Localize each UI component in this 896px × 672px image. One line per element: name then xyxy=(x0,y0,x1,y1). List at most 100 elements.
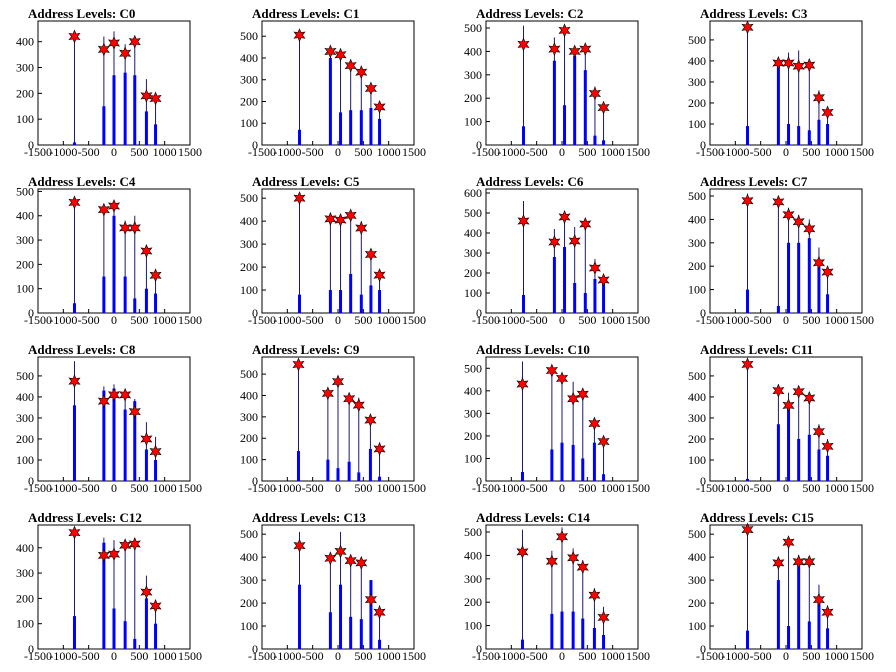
star-marker xyxy=(821,105,834,120)
x-tick-label: -1000 xyxy=(273,649,301,663)
x-tick-label: -1000 xyxy=(497,481,525,495)
y-tick-label: 300 xyxy=(464,68,482,82)
star-marker xyxy=(588,416,601,431)
star-marker xyxy=(803,554,816,569)
star-marker xyxy=(516,544,529,559)
panel-title: Address Levels: C13 xyxy=(252,510,366,525)
y-tick-label: 200 xyxy=(688,96,706,110)
histogram-bar xyxy=(797,126,801,145)
histogram-bar xyxy=(123,409,127,481)
star-marker xyxy=(821,265,834,280)
star-marker xyxy=(373,268,386,283)
x-tick-label: -500 xyxy=(526,145,548,159)
star-marker xyxy=(355,221,368,236)
plot-area: 0 100 200 300 400 500 -1500-1000 -500 0 500 1000 15… xyxy=(240,524,426,663)
x-tick-label: -500 xyxy=(526,481,548,495)
star-marker xyxy=(545,363,558,378)
histogram-bar xyxy=(349,616,353,649)
star-marker xyxy=(344,553,357,568)
x-tick-label: 500 xyxy=(130,481,148,495)
star-marker xyxy=(558,210,571,224)
x-tick-label: -1500 xyxy=(472,649,500,663)
x-tick-label: -1500 xyxy=(248,313,276,327)
histogram-bar xyxy=(339,290,343,313)
star-marker xyxy=(588,588,601,603)
x-tick-label: 1000 xyxy=(153,649,177,663)
y-tick-label: 100 xyxy=(16,453,34,467)
histogram-bar xyxy=(102,276,106,313)
y-tick-label: 0 xyxy=(700,642,706,656)
y-tick-label: 400 xyxy=(464,44,482,58)
x-tick-label: 1500 xyxy=(850,145,874,159)
histogram-bar xyxy=(72,142,76,145)
x-tick-label: 1500 xyxy=(178,145,202,159)
histogram-bar xyxy=(817,261,821,313)
x-tick-label: 500 xyxy=(578,649,596,663)
y-tick-label: 400 xyxy=(16,390,34,404)
star-marker xyxy=(812,255,825,270)
star-marker xyxy=(803,58,816,73)
x-tick-label: 0 xyxy=(783,481,789,495)
y-tick-label: 0 xyxy=(476,138,482,152)
histogram-bar xyxy=(297,584,301,649)
y-tick-label: 500 xyxy=(688,189,706,203)
histogram-bar xyxy=(102,106,106,145)
x-tick-label: -1500 xyxy=(248,649,276,663)
y-tick-label: 500 xyxy=(240,367,258,381)
histogram-bar xyxy=(593,279,597,313)
panel-title: Address Levels: C1 xyxy=(252,6,360,21)
star-marker xyxy=(812,90,825,105)
plot-frame xyxy=(709,20,863,146)
star-marker xyxy=(782,207,795,222)
x-tick-label: 500 xyxy=(802,145,820,159)
histogram-bar xyxy=(368,448,372,481)
star-marker xyxy=(364,592,377,607)
x-tick-label: -1000 xyxy=(273,145,301,159)
x-tick-label: 0 xyxy=(783,649,789,663)
star-marker xyxy=(324,44,337,59)
y-tick-label: 300 xyxy=(464,246,482,260)
y-tick-label: 200 xyxy=(688,259,706,273)
x-tick-label: 500 xyxy=(578,313,596,327)
x-tick-label: 1500 xyxy=(626,145,650,159)
histogram-bar xyxy=(349,273,353,313)
y-tick-label: 0 xyxy=(252,474,258,488)
x-tick-label: 500 xyxy=(802,481,820,495)
histogram-bar xyxy=(112,75,116,145)
y-tick-label: 0 xyxy=(252,138,258,152)
histogram-bar xyxy=(583,293,587,313)
histogram-bar xyxy=(602,283,606,313)
star-marker xyxy=(782,535,795,550)
star-marker xyxy=(741,357,754,372)
star-marker xyxy=(741,193,754,208)
histogram-bar xyxy=(112,388,116,481)
y-tick-label: 300 xyxy=(240,573,258,587)
star-marker xyxy=(772,194,785,209)
star-marker xyxy=(149,599,162,613)
y-tick-label: 0 xyxy=(28,642,34,656)
x-tick-label: 1000 xyxy=(601,481,625,495)
histogram-panel: Address Levels: C4 0 100 200 300 400 500 -1500-… xyxy=(0,168,224,336)
star-marker xyxy=(149,268,162,283)
x-tick-label: 1000 xyxy=(825,313,849,327)
y-tick-label: 200 xyxy=(16,257,34,271)
x-tick-label: -500 xyxy=(526,313,548,327)
y-tick-label: 100 xyxy=(688,453,706,467)
y-tick-label: 200 xyxy=(16,432,34,446)
x-tick-label: 1000 xyxy=(601,313,625,327)
histogram-bar xyxy=(326,459,330,481)
star-marker xyxy=(597,434,610,449)
star-marker xyxy=(782,398,795,413)
y-tick-label: 100 xyxy=(464,451,482,465)
plot-frame xyxy=(709,188,863,314)
plot-area: 0 100 200 300 400 500 -1500-1000 -500 0 500 1000 15… xyxy=(464,20,650,159)
y-tick-label: 400 xyxy=(464,226,482,240)
star-marker xyxy=(803,221,816,236)
y-tick-label: 100 xyxy=(688,619,706,633)
x-tick-label: 1500 xyxy=(178,313,202,327)
histogram-bar xyxy=(72,405,76,481)
histogram-bar xyxy=(102,542,106,649)
histogram-bar xyxy=(573,56,577,145)
y-tick-label: 500 xyxy=(240,191,258,205)
x-tick-label: -1000 xyxy=(497,145,525,159)
